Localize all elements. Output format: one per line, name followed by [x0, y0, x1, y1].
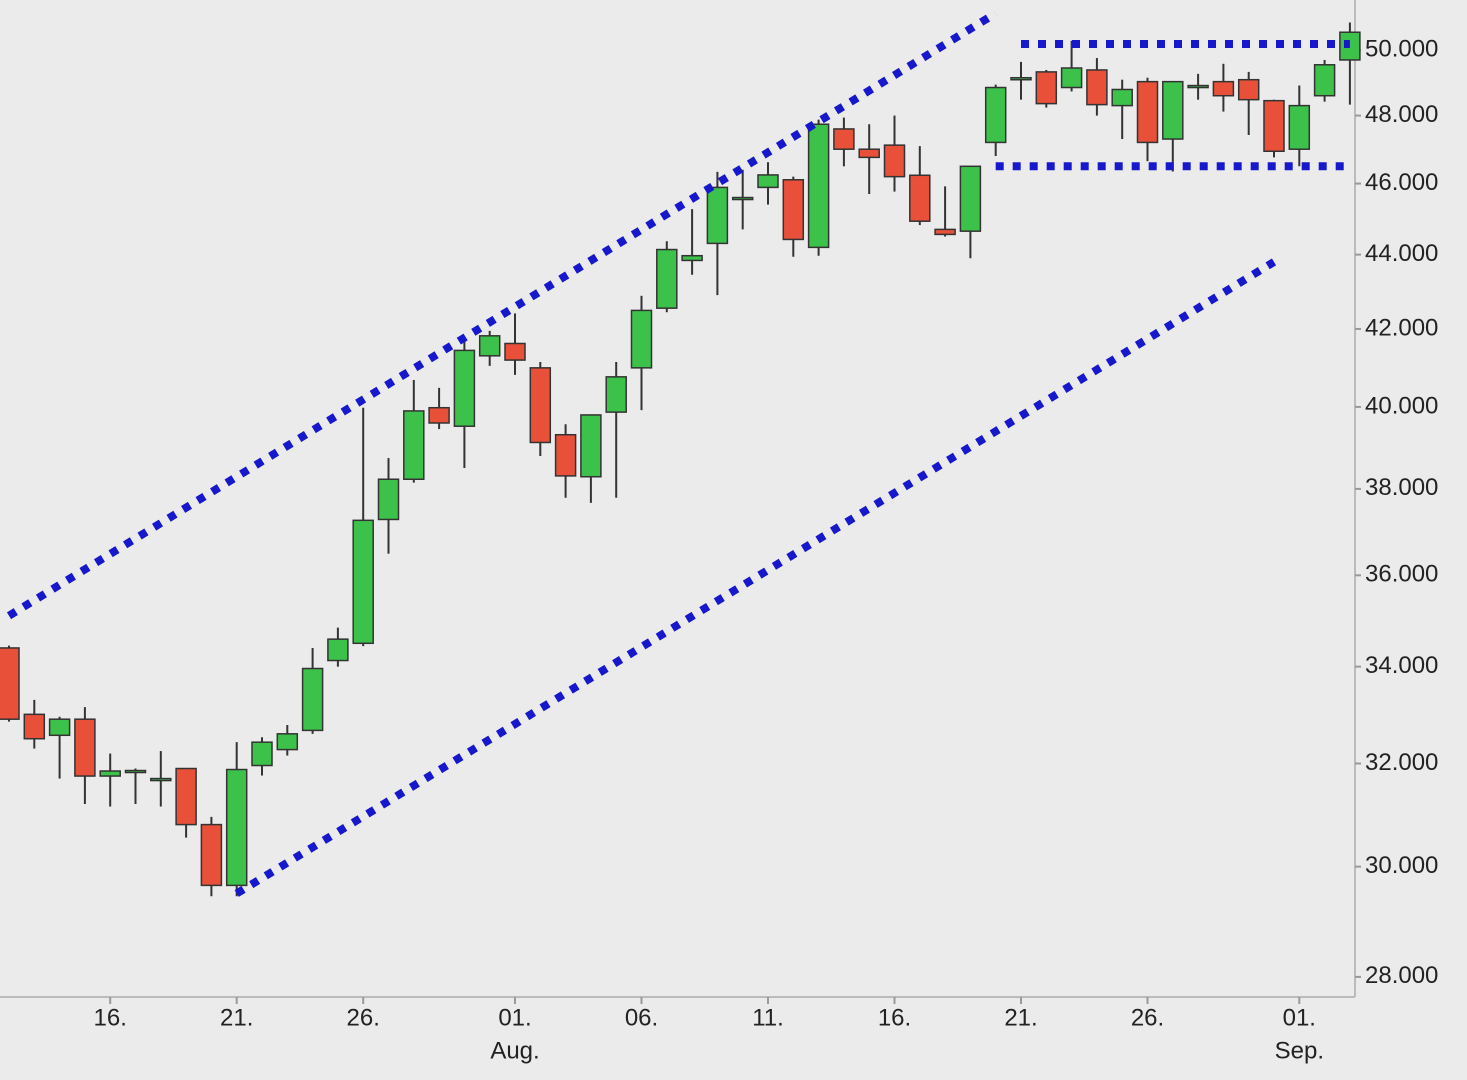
month-label: Sep. — [1275, 1037, 1324, 1064]
x-tick-label: 11. — [752, 1004, 784, 1031]
candle-body — [1010, 76, 1032, 81]
y-tick-label: 50.000 — [1365, 36, 1438, 63]
y-tick-label: 36.000 — [1365, 561, 1438, 588]
y-tick-label: 34.000 — [1365, 652, 1438, 679]
x-tick-label: 16. — [878, 1004, 911, 1031]
candle-body — [124, 769, 147, 774]
candle-body — [757, 174, 779, 189]
candle-body — [301, 667, 324, 732]
candle-body — [1060, 67, 1083, 89]
x-tick-label: 26. — [1131, 1004, 1164, 1031]
candle-body — [175, 767, 197, 826]
y-tick-label: 38.000 — [1365, 474, 1438, 501]
candle-body — [1035, 71, 1058, 105]
candle-body — [99, 770, 121, 777]
candle-body — [327, 638, 349, 662]
candle-body — [1212, 80, 1235, 97]
candle-body — [984, 86, 1007, 144]
candle-body — [605, 376, 627, 413]
candle-body — [428, 406, 450, 424]
y-tick-label: 42.000 — [1365, 314, 1438, 341]
candle-body — [1111, 88, 1133, 107]
candle-body — [883, 144, 906, 178]
candle-body — [1288, 104, 1311, 150]
candle-body — [782, 179, 805, 241]
candle-body — [225, 768, 248, 887]
candle-body — [554, 433, 577, 477]
x-tick-label: 21. — [1004, 1004, 1037, 1031]
candle-body — [150, 777, 172, 782]
candle-body — [251, 741, 273, 767]
candle-body — [1136, 80, 1159, 144]
candle-body — [681, 254, 703, 262]
y-tick-label: 44.000 — [1365, 240, 1438, 267]
candle-body — [74, 718, 96, 777]
candle-body — [1086, 69, 1108, 106]
candle-body — [453, 349, 476, 427]
candle-body — [580, 414, 602, 478]
candle-body — [276, 733, 299, 751]
candle-body — [706, 186, 729, 245]
y-tick-label: 40.000 — [1365, 392, 1438, 419]
x-tick-label: 01. — [1283, 1004, 1316, 1031]
candle-body — [959, 165, 982, 232]
candle-body — [23, 713, 46, 740]
candle-body — [630, 309, 653, 369]
candle-body — [377, 478, 400, 521]
candle-body — [934, 228, 956, 236]
y-tick-label: 30.000 — [1365, 852, 1438, 879]
candle-body — [1162, 80, 1184, 140]
x-tick-label: 01. — [498, 1004, 531, 1031]
x-tick-label: 21. — [220, 1004, 253, 1031]
candle-body — [656, 248, 678, 309]
candle-body — [1263, 99, 1285, 153]
candle-body — [403, 410, 425, 480]
candle-body — [1237, 78, 1260, 101]
x-tick-label: 16. — [94, 1004, 127, 1031]
candle-body — [1313, 64, 1336, 97]
x-tick-label: 26. — [347, 1004, 380, 1031]
candle-body — [200, 823, 223, 887]
candle-body — [504, 342, 526, 361]
y-tick-label: 46.000 — [1365, 169, 1438, 196]
candle-body — [909, 174, 931, 222]
candle-body — [833, 128, 855, 150]
candle-body — [48, 718, 71, 737]
candle-body — [478, 335, 501, 357]
candle-body — [858, 148, 880, 159]
y-tick-label: 28.000 — [1365, 962, 1438, 989]
candle-body — [807, 123, 830, 249]
y-tick-label: 48.000 — [1365, 101, 1438, 128]
candle-body — [529, 367, 552, 444]
candle-body — [731, 196, 754, 201]
candle-body — [1187, 84, 1209, 89]
candle-body — [0, 647, 20, 720]
candle-body — [352, 519, 374, 645]
y-tick-label: 32.000 — [1365, 749, 1438, 776]
month-label: Aug. — [490, 1037, 539, 1064]
x-tick-label: 06. — [625, 1004, 658, 1031]
trendline — [6, 9, 998, 620]
